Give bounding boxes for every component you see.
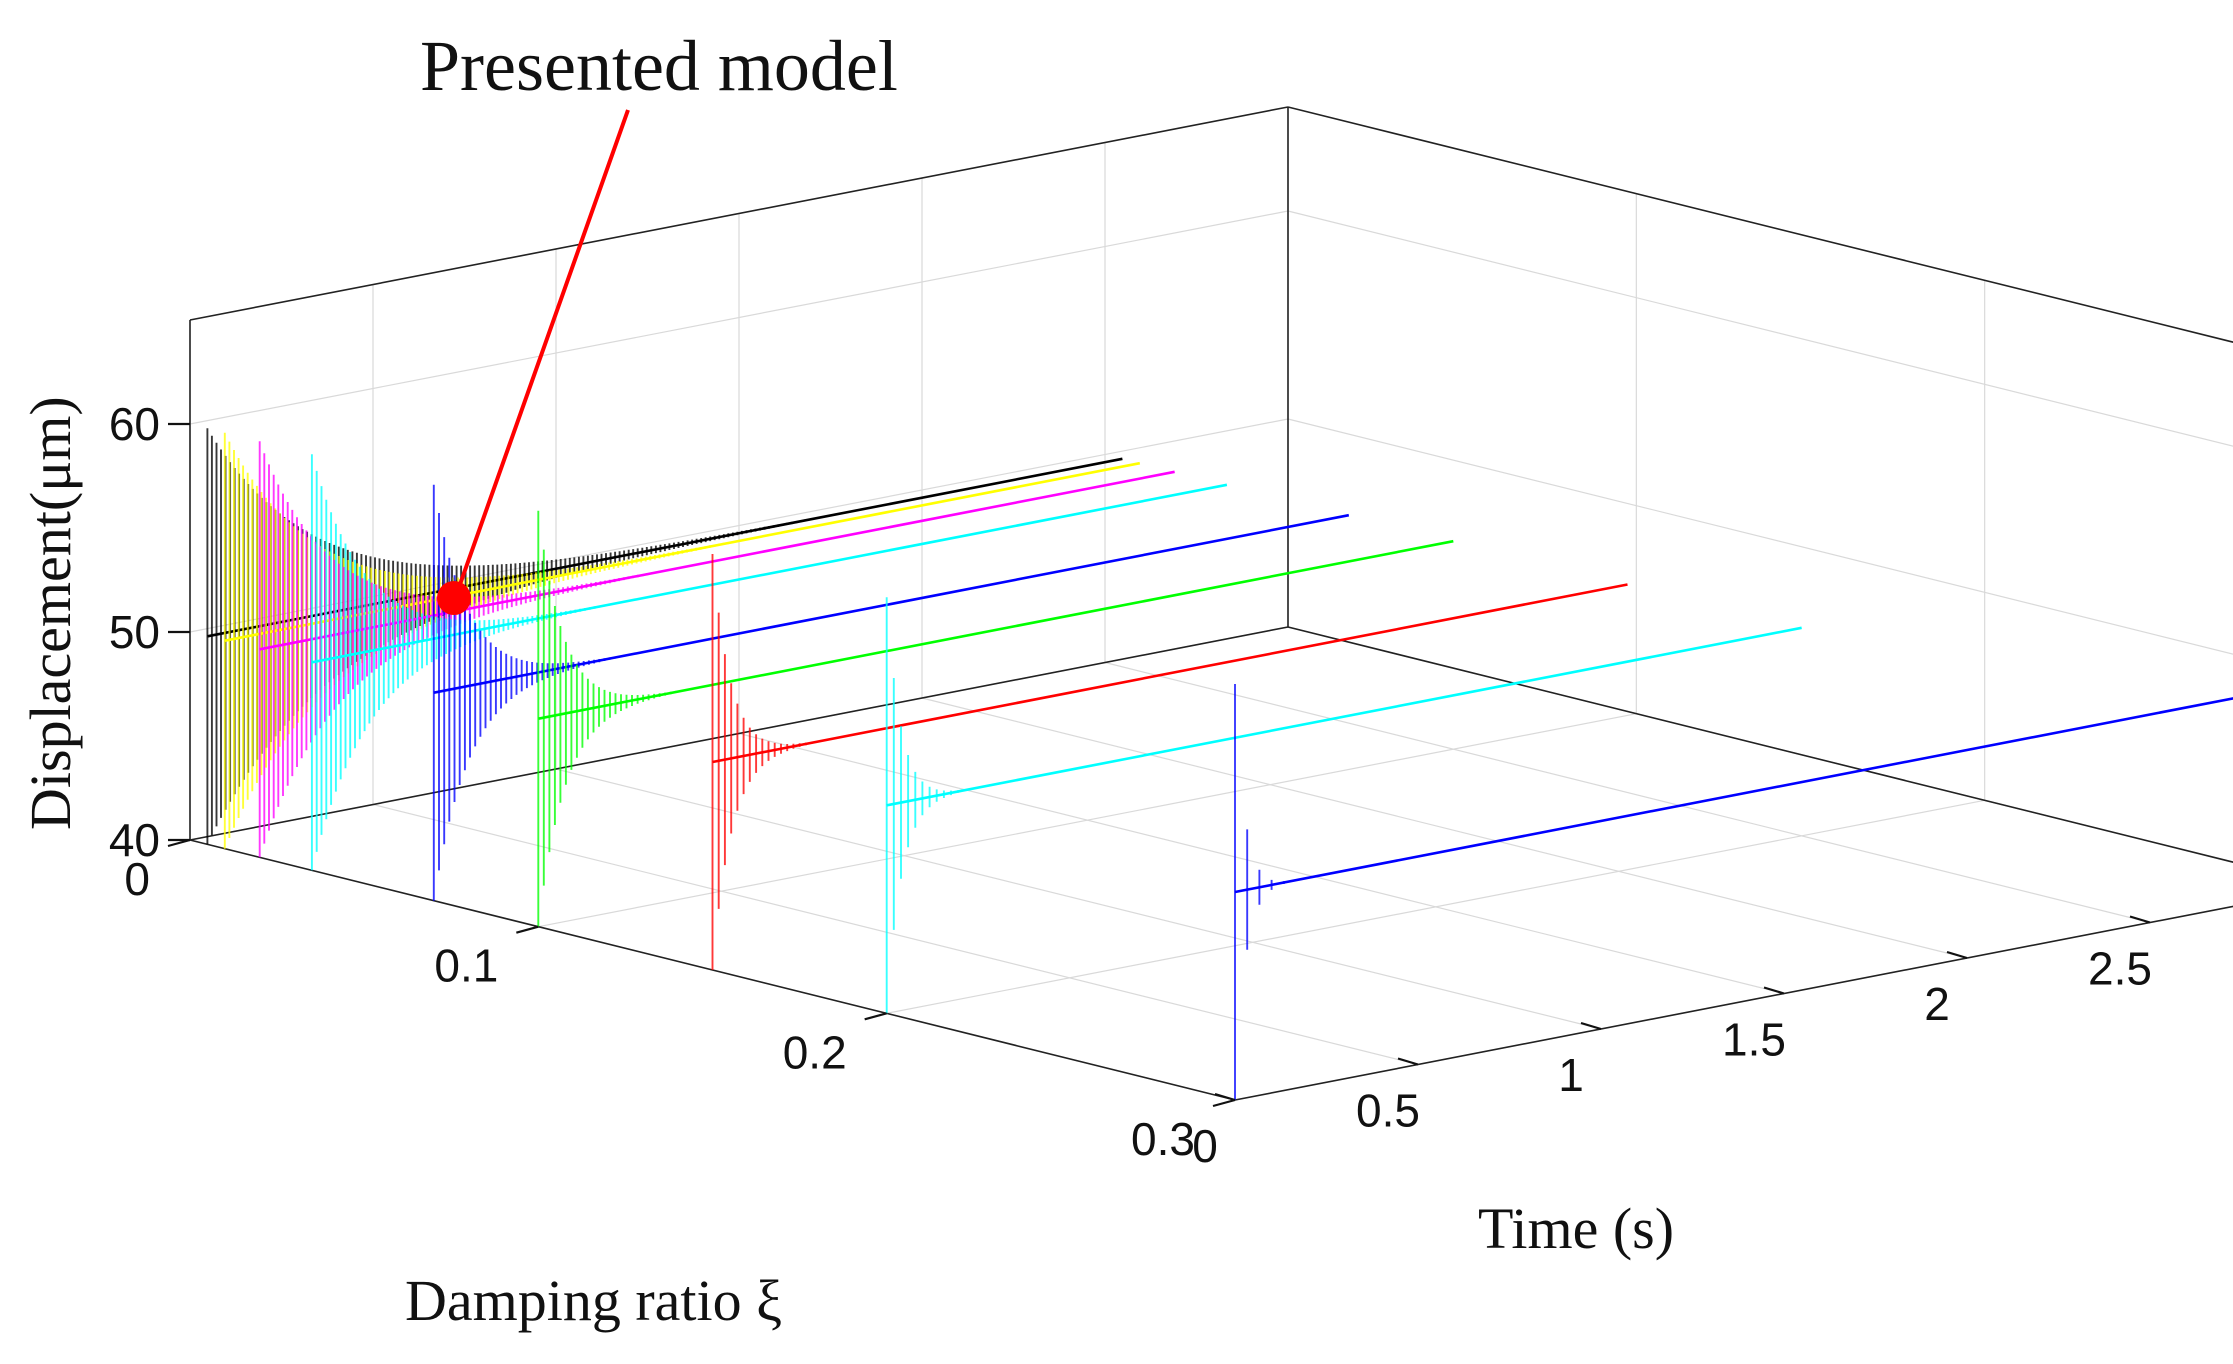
y-tick-label: 0.2 (783, 1026, 847, 1078)
axes-box-edge (1287, 106, 2233, 343)
x-tick-label: 1.5 (1722, 1014, 1786, 1066)
x-tick-mark (1214, 1092, 1236, 1102)
series-envelope (711, 554, 814, 970)
y-tick-label: 0 (124, 853, 150, 905)
x-tick-label: 1 (1558, 1049, 1584, 1101)
y-tick-label: 0.1 (434, 940, 498, 992)
series (885, 597, 1802, 1014)
y-tick-mark (516, 925, 539, 934)
z-tick-label: 60 (109, 398, 160, 450)
y-tick-mark (864, 1012, 887, 1021)
series-steady-line (886, 626, 1802, 807)
grid-line-floor-time (738, 732, 1785, 995)
grid-line-side-displacement (1287, 626, 2233, 863)
series-steady-line (433, 513, 1350, 694)
chart-title: Presented model (420, 26, 898, 106)
annotation-marker (437, 581, 471, 615)
series (258, 441, 1175, 858)
grid-line-back-displacement (189, 210, 1289, 425)
axes-box-edge (189, 106, 1289, 321)
series (1234, 684, 2233, 1100)
axes-box-edge (189, 626, 1289, 841)
z-axis-label: Displacement(μm) (18, 396, 83, 830)
series-steady-line (712, 583, 1628, 764)
series (537, 510, 1454, 927)
series-group (206, 428, 2233, 1100)
z-tick-label: 40 (109, 814, 160, 866)
x-tick-label: 0 (1192, 1120, 1218, 1172)
grid-line-floor-time (1104, 661, 2151, 924)
x-tick-label: 2 (1924, 978, 1950, 1030)
grid-line-floor-damping (886, 799, 1985, 1014)
x-tick-mark (1397, 1057, 1419, 1066)
grid-line-side-displacement (1287, 418, 2233, 655)
x-tick-mark (1580, 1021, 1602, 1031)
grid-line-side-displacement (1287, 210, 2233, 447)
series-envelope (432, 484, 621, 901)
grid-line-floor-time (1287, 626, 2233, 863)
y-tick-mark (1212, 1098, 1236, 1108)
series (711, 554, 1628, 970)
axes-box-edge (1287, 626, 2233, 863)
series-steady-line (1234, 697, 2233, 894)
series-envelope (1234, 684, 1285, 1100)
grid-line-floor-time (372, 803, 1419, 1066)
x-tick-label: 2.5 (2088, 943, 2152, 995)
x-tick-label: 0.5 (1356, 1085, 1420, 1137)
y-tick-label: 0.3 (1131, 1113, 1195, 1165)
grid-line-floor-time (555, 768, 1602, 1030)
series (432, 484, 1350, 901)
series-steady-line (538, 539, 1454, 720)
x-tick-mark (1946, 950, 1968, 960)
y-axis-label: Damping ratio ξ (405, 1268, 782, 1333)
grid-line-floor-time (921, 697, 1968, 959)
axes-box-edge (1234, 905, 2233, 1101)
x-tick-mark (1763, 986, 1785, 995)
annotation (437, 109, 630, 615)
grid-line-back-displacement (189, 418, 1289, 633)
grid-line-floor-damping (1234, 905, 2233, 1101)
x-tick-mark (2129, 915, 2151, 924)
grid-line-floor-damping (538, 713, 1637, 928)
annotation-arrow (456, 109, 630, 591)
x-axis-label: Time (s) (1478, 1196, 1674, 1261)
z-tick-label: 50 (109, 606, 160, 658)
